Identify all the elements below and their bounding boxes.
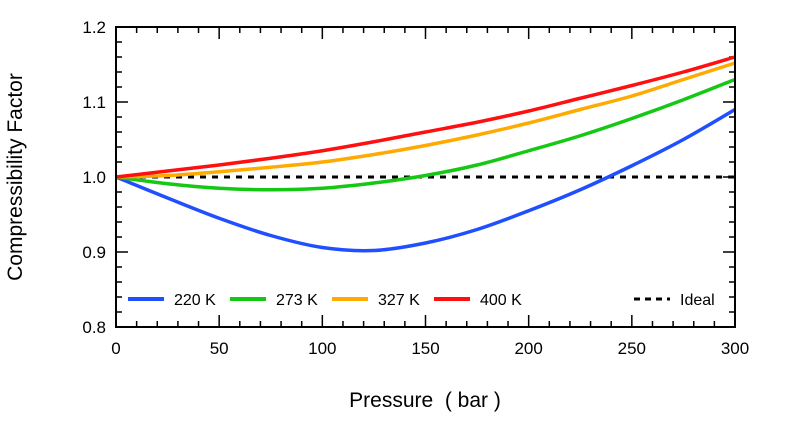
legend-label: 327 K [378, 292, 420, 309]
series-line-273-k [115, 77, 736, 192]
legend: 220 K 273 K 327 K 400 K Ideal [128, 292, 715, 309]
y-tick-label: 1.1 [82, 93, 106, 112]
y-tick-label: 0.8 [82, 318, 106, 337]
x-tick-labels: 0 50 100 150 200 250 300 [111, 339, 749, 358]
legend-label: 273 K [276, 292, 318, 309]
series-lines [115, 55, 736, 253]
y-tick-label: 1.2 [82, 18, 106, 37]
y-tick-label: 1.0 [82, 168, 106, 187]
series-line-327-k [115, 61, 736, 179]
series-line-400-k [115, 55, 736, 179]
x-tick-label: 250 [618, 339, 646, 358]
x-tick-label: 300 [721, 339, 749, 358]
x-tick-label: 100 [308, 339, 336, 358]
x-tick-label: 200 [514, 339, 542, 358]
x-tick-label: 150 [411, 339, 439, 358]
y-tick-labels: 0.8 0.9 1.0 1.1 1.2 [82, 18, 106, 337]
series-line-220-k [115, 107, 736, 253]
legend-label: 400 K [480, 292, 522, 309]
y-axis-label: Compressibility Factor [4, 73, 27, 281]
plot-frame [115, 26, 736, 328]
legend-label: Ideal [680, 292, 715, 309]
x-tick-label: 0 [111, 339, 120, 358]
x-tick-label: 50 [210, 339, 229, 358]
x-axis-label: Pressure ( bar ) [349, 389, 501, 412]
y-tick-label: 0.9 [82, 243, 106, 262]
legend-label: 220 K [174, 292, 216, 309]
